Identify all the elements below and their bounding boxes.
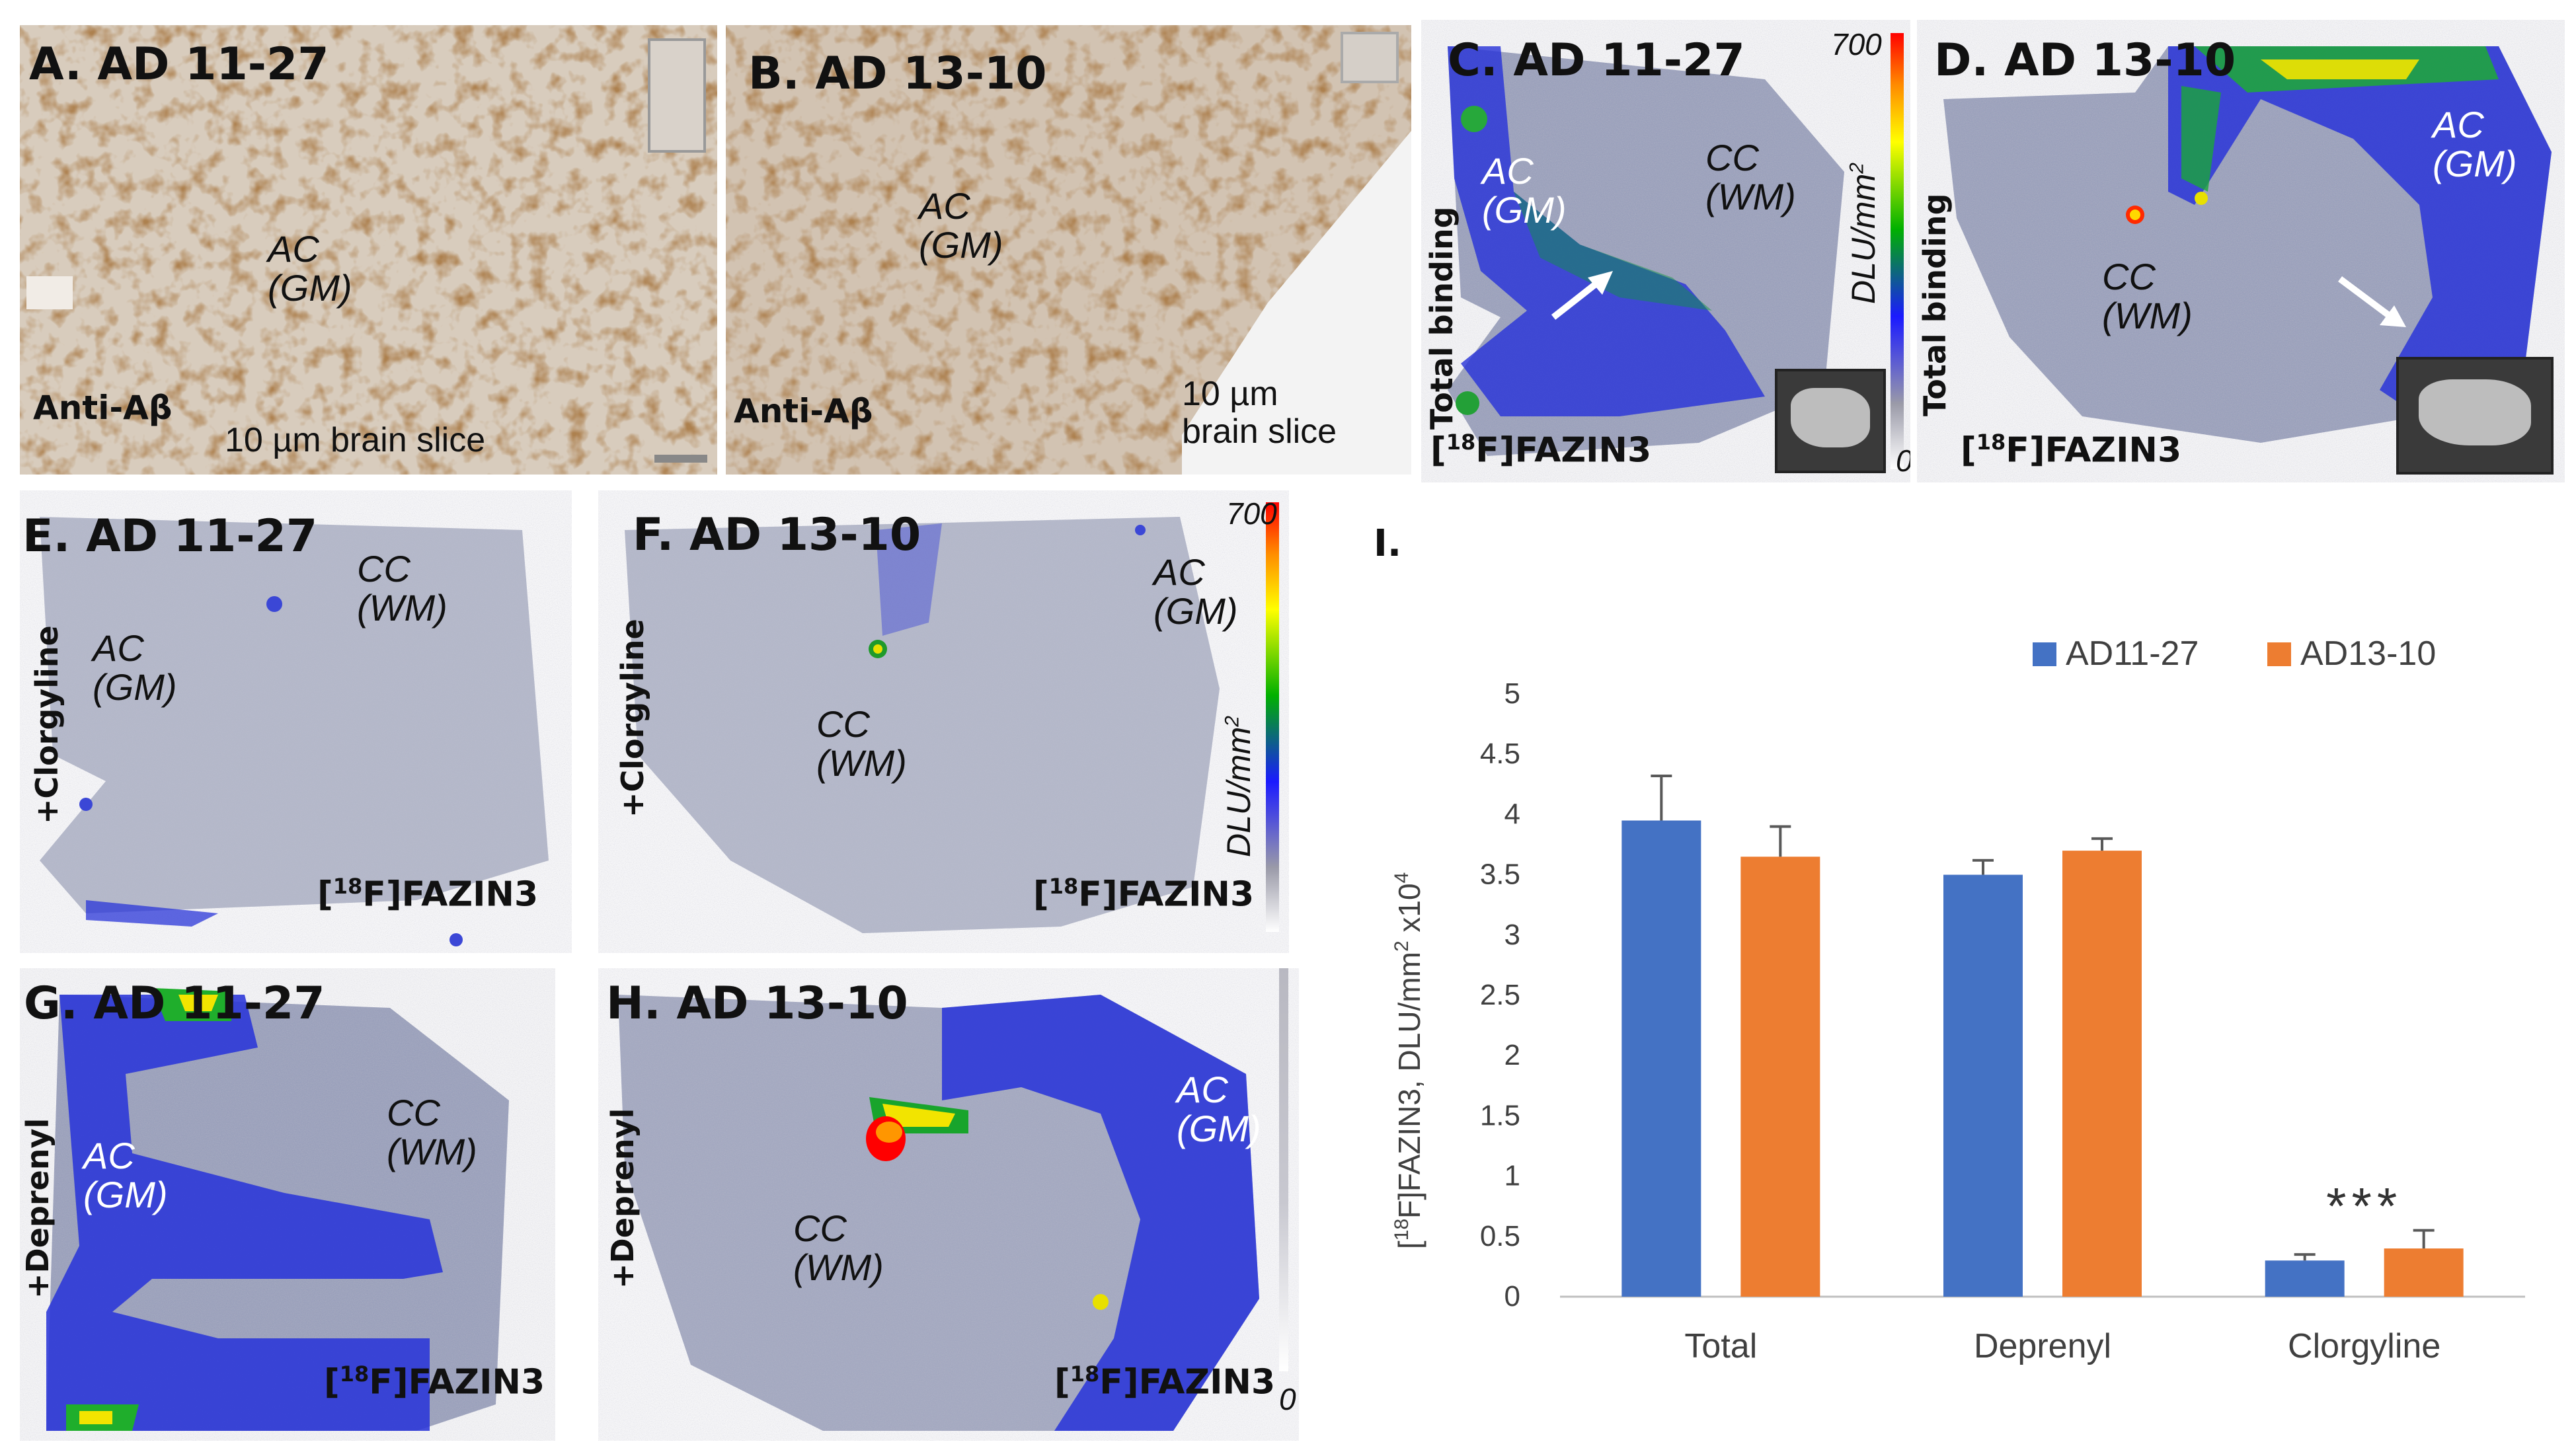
- tracer-label-e: [18F]FAZIN3: [317, 874, 539, 915]
- panel-h: H. AD 13-10 AC (GM) CC (WM) +Deprenyl [1…: [598, 968, 1299, 1441]
- bar-ad13-10-clorgyline: [2384, 1248, 2464, 1297]
- arrow-icon-d: [2338, 276, 2406, 327]
- y-axis-label-part: x10: [1392, 883, 1426, 940]
- y-tick-label: 3: [1504, 919, 1520, 951]
- slice-label-a: 10 µm brain slice: [225, 421, 486, 459]
- region-label-h-cc: CC (WM): [793, 1207, 884, 1288]
- region-label-a: AC (GM): [268, 228, 352, 309]
- stain-label-b: Anti-Aβ: [734, 392, 873, 430]
- colorbar-top: [1891, 33, 1904, 469]
- panel-e: E. AD 11-27 AC (GM) CC (WM) +Clorgyline …: [20, 490, 572, 953]
- region-label-c-cc: CC (WM): [1705, 137, 1796, 217]
- bar-ad13-10-total: [1740, 857, 1820, 1297]
- legend-swatch-ad13-10: [2267, 642, 2291, 666]
- tracer-label-g: [18F]FAZIN3: [324, 1361, 545, 1402]
- tracer-label-c: [18F]FAZIN3: [1430, 430, 1652, 471]
- colorbar-mid-lower: [1279, 968, 1288, 1371]
- region-label-e-ac: AC (GM): [93, 627, 177, 708]
- region-label-g-cc: CC (WM): [387, 1092, 477, 1172]
- region-label-d-cc: CC (WM): [2102, 256, 2193, 336]
- panel-title-d: D. AD 13-10: [1934, 34, 2236, 87]
- region-label-e-cc: CC (WM): [357, 548, 448, 629]
- autoradiograph-f: [598, 490, 1289, 953]
- colorbar-min-mid: 0: [1279, 1382, 1296, 1416]
- legend-swatch-ad11-27: [2033, 642, 2056, 666]
- x-tick-label: Clorgyline: [2288, 1327, 2440, 1365]
- panel-title-e: E. AD 11-27: [22, 510, 318, 562]
- y-tick-label: 0: [1504, 1280, 1520, 1313]
- autoradiograph-e: [20, 490, 572, 953]
- panel-title-h: H. AD 13-10: [606, 977, 908, 1030]
- panel-title-b: B. AD 13-10: [748, 48, 1047, 100]
- colorbar-min-top: 0: [1896, 443, 1910, 478]
- panel-title-f: F. AD 13-10: [633, 509, 921, 561]
- scale-bar-a: [654, 455, 707, 463]
- slice-thumbnail-a: [648, 38, 706, 153]
- panel-title-c: C. AD 11-27: [1448, 34, 1745, 87]
- panel-a: A. AD 11-27 AC (GM) Anti-Aβ 10 µm brain …: [20, 25, 717, 475]
- y-tick-label: 2: [1504, 1039, 1520, 1071]
- tracer-label-h: [18F]FAZIN3: [1054, 1361, 1276, 1402]
- y-tick-label: 0.5: [1480, 1220, 1520, 1252]
- y-tick-label: 2.5: [1480, 979, 1520, 1011]
- y-axis-label-sup: 2: [1391, 940, 1413, 952]
- region-label-d-ac: AC (GM): [2433, 104, 2517, 184]
- bar-ad11-27-total: [1621, 820, 1701, 1297]
- region-label-h-ac: AC (GM): [1177, 1069, 1261, 1149]
- arrow-icon-c: [1551, 271, 1613, 320]
- stain-label-a: Anti-Aβ: [33, 389, 173, 427]
- bar-ad11-27-deprenyl: [1943, 874, 2023, 1297]
- y-axis-label: [18F]FAZIN3, DLU/mm2 x104: [1391, 872, 1426, 1249]
- x-tick-label: Deprenyl: [1974, 1327, 2111, 1365]
- region-label-f-ac: AC (GM): [1153, 551, 1238, 632]
- panel-f: F. AD 13-10 AC (GM) CC (WM) +Clorgyline …: [598, 490, 1289, 953]
- bar-ad11-27-clorgyline: [2265, 1260, 2345, 1297]
- autoradiograph-g: [20, 968, 555, 1441]
- panel-title-a: A. AD 11-27: [29, 38, 329, 91]
- slice-thumbnail-c: [1775, 369, 1886, 473]
- y-tick-label: 3.5: [1480, 859, 1520, 891]
- significance-annotation: ***: [2326, 1177, 2402, 1235]
- slice-thumbnail-b: [1341, 32, 1399, 83]
- histology-image-a: [20, 25, 717, 475]
- region-label-f-cc: CC (WM): [816, 703, 907, 784]
- region-label-b: AC (GM): [919, 185, 1003, 266]
- y-axis-label-sup: 4: [1391, 872, 1413, 884]
- y-axis-label-part: F]FAZIN3, DLU/mm: [1392, 952, 1426, 1219]
- tracer-label-d: [18F]FAZIN3: [1961, 430, 2182, 471]
- region-label-g-ac: AC (GM): [83, 1135, 168, 1215]
- y-tick-label: 1.5: [1480, 1099, 1520, 1131]
- slice-label-b: 10 µm brain slice: [1182, 375, 1337, 451]
- colorbar-max-top: 700: [1831, 27, 1882, 61]
- y-axis-label-sup: 18: [1391, 1219, 1413, 1241]
- y-tick-label: 1: [1504, 1160, 1520, 1192]
- panel-b: B. AD 13-10 AC (GM) Anti-Aβ 10 µm brain …: [726, 25, 1411, 475]
- bar-ad13-10-deprenyl: [2062, 851, 2142, 1297]
- legend-label-ad11-27: AD11-27: [2066, 634, 2199, 673]
- panel-d: D. AD 13-10 AC (GM) CC (WM) Total bindin…: [1917, 20, 2565, 482]
- panel-c: C. AD 11-27 AC (GM) CC (WM) Total bindin…: [1421, 20, 1910, 482]
- tracer-label-f: [18F]FAZIN3: [1033, 874, 1255, 915]
- y-tick-label: 4.5: [1480, 738, 1520, 770]
- panel-g: G. AD 11-27 AC (GM) CC (WM) +Deprenyl [1…: [20, 968, 555, 1441]
- legend-label-ad13-10: AD13-10: [2300, 634, 2436, 673]
- chart-panel-label: I.: [1374, 522, 1402, 565]
- y-tick-label: 5: [1504, 677, 1520, 710]
- panel-title-g: G. AD 11-27: [24, 977, 325, 1030]
- x-tick-label: Total: [1684, 1327, 1757, 1365]
- autoradiograph-h: [598, 968, 1299, 1441]
- region-label-c-ac: AC (GM): [1482, 150, 1567, 231]
- histology-image-b: [726, 25, 1411, 475]
- y-tick-label: 4: [1504, 798, 1520, 830]
- colorbar-mid: [1266, 502, 1279, 932]
- y-axis-label-part: [: [1392, 1241, 1426, 1249]
- colorbar-max-mid: 700: [1226, 496, 1277, 531]
- slice-thumbnail-d: [2396, 357, 2554, 475]
